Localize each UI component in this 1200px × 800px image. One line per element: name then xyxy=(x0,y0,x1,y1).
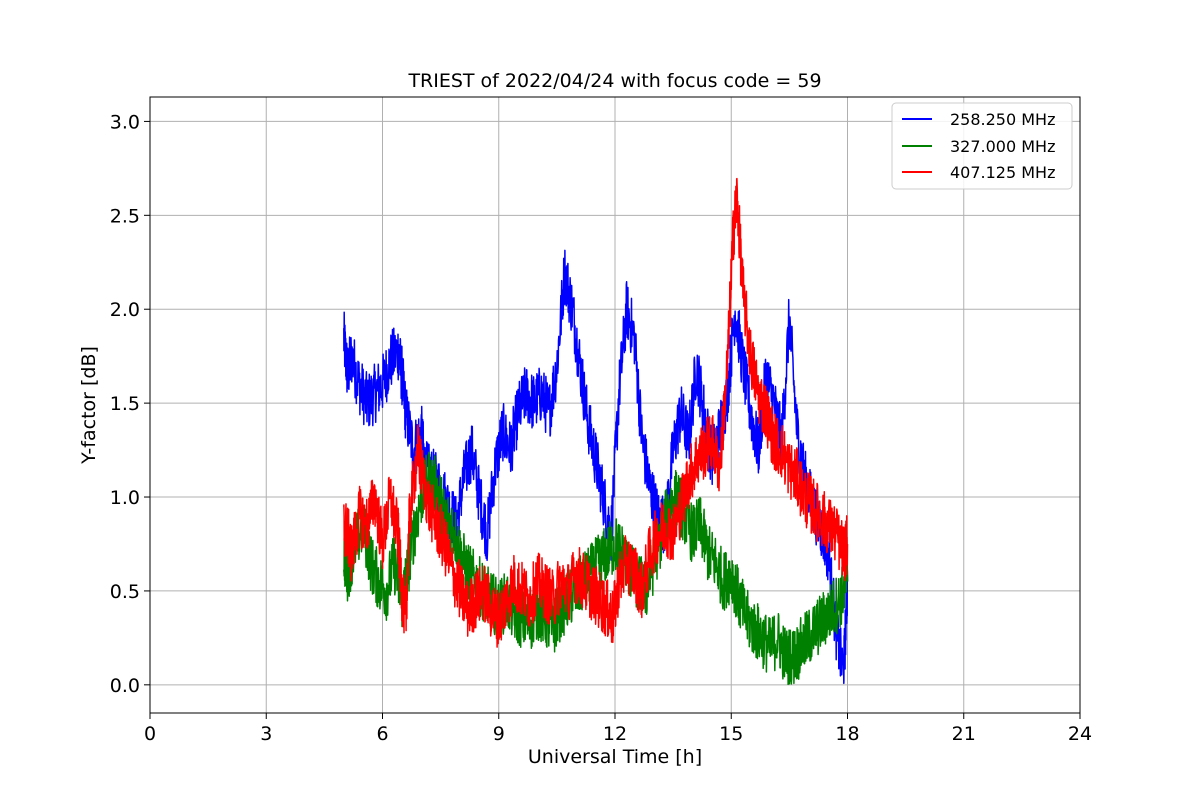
y-tick-label: 1.0 xyxy=(110,487,140,509)
x-tick-label: 12 xyxy=(603,723,627,745)
y-tick-label: 2.0 xyxy=(110,299,140,321)
legend-box xyxy=(891,102,1073,190)
axis-ticks: 0 3 6 9 12 15 18 21 24 0.0 0.5 1.0 1.5 2.0 2.5 3.0 xyxy=(110,111,1092,745)
x-tick-label: 0 xyxy=(144,723,156,745)
y-tick-label: 1.5 xyxy=(110,393,140,415)
series-group xyxy=(343,177,849,686)
x-tick-label: 6 xyxy=(376,723,388,745)
x-tick-label: 3 xyxy=(260,723,272,745)
y-tick-label: 3.0 xyxy=(110,111,140,133)
legend-label-327: 327.000 MHz xyxy=(950,137,1055,156)
legend: 258.250 MHz 327.000 MHz 407.125 MHz xyxy=(891,102,1073,190)
y-tick-label: 0.0 xyxy=(110,675,140,697)
series-line-2 xyxy=(343,177,849,648)
x-axis-label: Universal Time [h] xyxy=(528,746,702,768)
y-axis-label: Y-factor [dB] xyxy=(78,346,100,465)
chart-title: TRIEST of 2022/04/24 with focus code = 5… xyxy=(407,70,821,92)
x-tick-label: 18 xyxy=(835,723,859,745)
x-tick-label: 24 xyxy=(1068,723,1092,745)
x-tick-label: 21 xyxy=(952,723,976,745)
x-tick-label: 15 xyxy=(719,723,743,745)
series-line-1 xyxy=(343,451,849,686)
y-tick-label: 0.5 xyxy=(110,581,140,603)
x-tick-label: 9 xyxy=(493,723,505,745)
y-tick-label: 2.5 xyxy=(110,205,140,227)
legend-label-258: 258.250 MHz xyxy=(950,110,1055,129)
legend-label-407: 407.125 MHz xyxy=(950,163,1055,182)
